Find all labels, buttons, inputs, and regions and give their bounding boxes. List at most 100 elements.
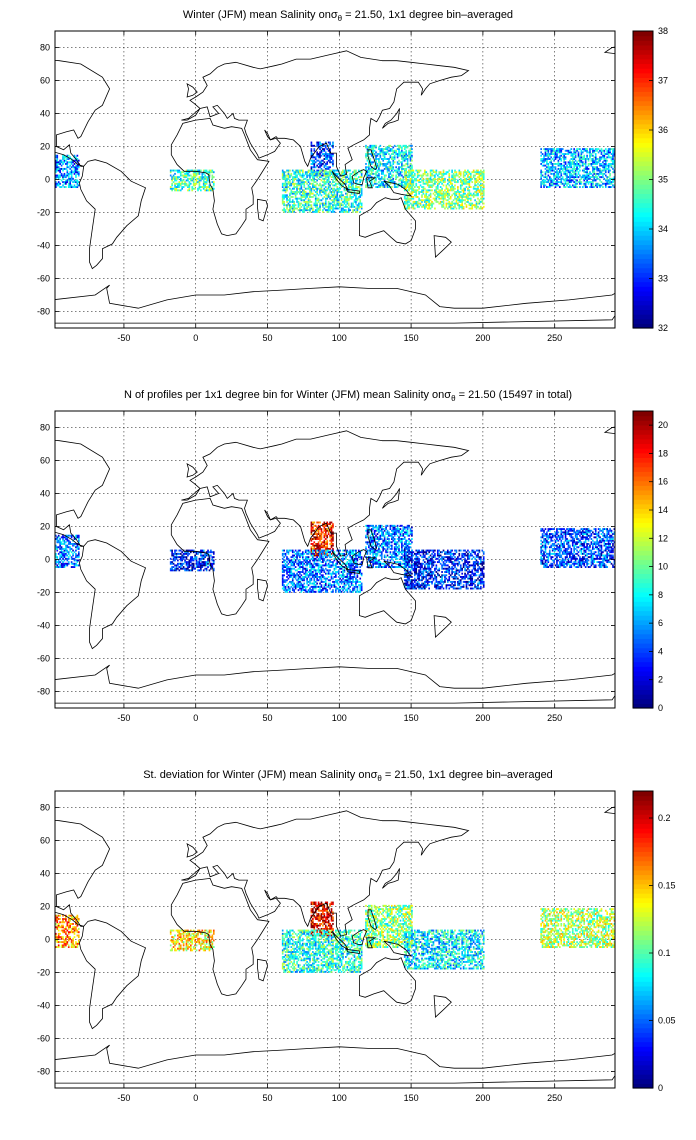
data-cell <box>289 589 291 592</box>
data-cell <box>306 196 308 198</box>
data-cell <box>567 149 570 152</box>
data-cell <box>373 153 376 155</box>
data-cell <box>346 199 349 202</box>
data-cell <box>324 552 327 555</box>
data-cell <box>171 566 173 568</box>
data-cell <box>332 210 334 213</box>
data-cell <box>55 163 57 165</box>
data-cell <box>76 182 79 185</box>
data-cell <box>393 181 396 184</box>
data-cell <box>401 169 403 172</box>
data-cell <box>313 189 316 192</box>
data-cell <box>313 186 316 188</box>
data-cell <box>415 177 418 180</box>
data-cell <box>434 179 436 182</box>
data-cell <box>580 153 583 155</box>
data-cell <box>366 176 369 179</box>
data-cell <box>73 543 76 545</box>
data-cell <box>304 561 307 564</box>
data-cell <box>324 169 327 172</box>
data-cell <box>603 149 606 152</box>
data-cell <box>431 174 433 177</box>
data-cell <box>67 552 70 555</box>
data-cell <box>324 209 327 212</box>
data-cell <box>300 561 303 564</box>
data-cell <box>415 204 418 207</box>
data-cell <box>424 169 426 172</box>
data-cell <box>76 172 79 175</box>
data-cell <box>574 181 577 184</box>
colorbar-segment <box>633 142 653 148</box>
data-cell <box>330 531 333 534</box>
data-cell <box>319 534 321 537</box>
data-cell <box>313 524 316 527</box>
data-cell <box>340 197 343 200</box>
data-cell <box>326 176 329 179</box>
data-cell <box>333 169 336 172</box>
data-cell <box>345 189 347 192</box>
data-cell <box>434 197 436 200</box>
data-cell <box>370 172 373 175</box>
data-cell <box>405 171 408 174</box>
data-cell <box>307 549 310 552</box>
data-cell <box>63 167 66 170</box>
data-cell <box>458 192 461 195</box>
data-cell <box>77 547 80 550</box>
data-cell <box>60 551 63 554</box>
data-cell <box>579 166 581 169</box>
data-cell <box>609 156 611 159</box>
data-cell <box>202 179 205 182</box>
data-cell <box>610 156 613 159</box>
data-cell <box>461 204 464 207</box>
data-cell <box>462 207 465 210</box>
data-cell <box>283 556 285 559</box>
data-cell <box>317 172 320 175</box>
map-clip-group <box>55 411 615 708</box>
data-cell <box>287 571 290 573</box>
data-cell <box>177 171 179 174</box>
data-cell <box>403 153 406 155</box>
data-cell <box>408 172 410 175</box>
data-cell <box>347 202 350 205</box>
data-cell <box>451 184 453 187</box>
data-cell <box>172 559 175 562</box>
data-cell <box>333 187 336 190</box>
data-cell <box>312 161 314 164</box>
data-cell <box>204 177 206 180</box>
data-cell <box>301 552 304 555</box>
data-cell <box>436 192 439 195</box>
data-cell <box>177 552 179 555</box>
data-cell <box>421 191 423 193</box>
data-cell <box>303 177 306 180</box>
data-cell <box>192 177 195 180</box>
data-cell <box>355 187 357 190</box>
data-cell <box>184 551 186 554</box>
data-cell <box>587 167 590 170</box>
data-cell <box>586 174 588 177</box>
data-cell <box>172 187 175 190</box>
data-cell <box>317 579 320 582</box>
data-cell <box>398 167 400 170</box>
data-cell <box>319 572 321 575</box>
data-cell <box>428 199 430 202</box>
data-cell <box>477 169 479 172</box>
data-cell <box>406 182 409 185</box>
data-cell <box>573 156 576 159</box>
data-cell <box>406 204 409 207</box>
colorbar-segment <box>633 267 653 273</box>
data-cell <box>310 521 313 524</box>
data-cell <box>559 169 561 172</box>
data-cell <box>355 169 357 172</box>
data-cell <box>368 161 370 164</box>
data-cell <box>324 204 327 207</box>
data-cell <box>310 543 313 545</box>
data-cell <box>419 184 422 187</box>
data-cell <box>409 187 412 190</box>
data-cell <box>73 166 76 169</box>
data-cell <box>455 192 458 195</box>
data-cell <box>286 572 288 575</box>
data-cell <box>310 539 313 542</box>
data-cell <box>438 197 441 200</box>
